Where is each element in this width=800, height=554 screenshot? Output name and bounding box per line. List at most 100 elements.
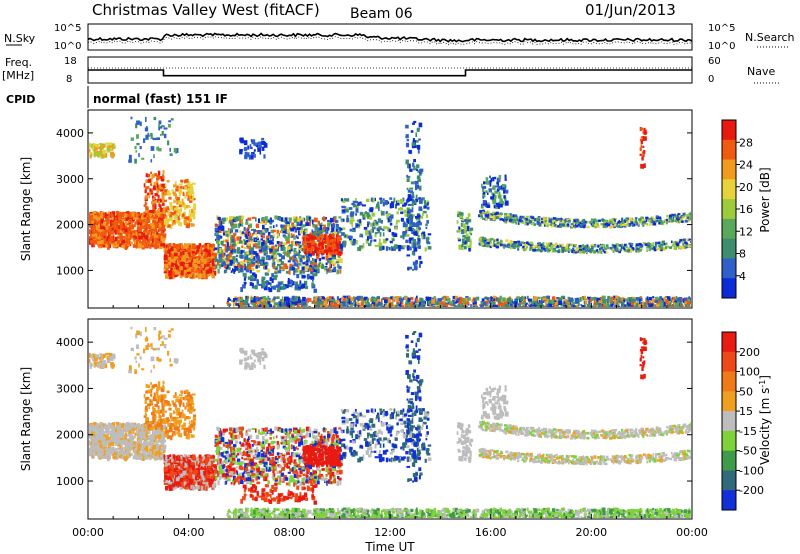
power-cell xyxy=(239,219,242,224)
power-cell xyxy=(93,215,98,220)
power-cell xyxy=(259,297,261,301)
power-cell xyxy=(336,237,340,243)
power-cell xyxy=(132,238,135,242)
power-cell xyxy=(584,300,588,305)
power-cell xyxy=(225,257,228,261)
power-cell xyxy=(689,301,691,304)
power-cell xyxy=(544,306,548,307)
power-cell xyxy=(229,256,233,261)
power-cell xyxy=(265,240,270,244)
power-cell xyxy=(297,236,299,239)
power-cell xyxy=(497,305,500,307)
power-cell xyxy=(286,221,291,226)
power-cell xyxy=(271,278,274,284)
power-cell xyxy=(480,302,485,305)
power-cell xyxy=(627,302,632,307)
power-cell xyxy=(533,300,537,303)
power-cell xyxy=(686,297,688,302)
power-cell xyxy=(407,297,411,303)
power-cell xyxy=(273,275,277,281)
power-cell xyxy=(145,195,148,200)
power-cell xyxy=(269,277,272,282)
power-cell xyxy=(264,216,268,222)
power-cell xyxy=(143,138,146,143)
power-cell xyxy=(568,305,571,307)
power-cell xyxy=(122,229,127,234)
power-cell xyxy=(243,277,247,281)
power-cell xyxy=(331,251,335,255)
power-cell xyxy=(152,240,157,244)
power-cell xyxy=(266,237,270,242)
power-cell xyxy=(419,198,423,203)
power-cell xyxy=(144,189,147,194)
power-cell xyxy=(419,297,423,303)
power-cell xyxy=(247,238,251,242)
power-cell xyxy=(178,203,182,208)
power-cell xyxy=(563,305,566,307)
power-cell xyxy=(188,255,192,260)
power-cell xyxy=(297,299,302,304)
power-cell xyxy=(188,209,191,214)
power-cell xyxy=(197,250,200,254)
power-cell xyxy=(100,144,103,147)
power-cell xyxy=(167,208,171,211)
power-cell xyxy=(182,250,185,256)
power-cell xyxy=(250,240,253,244)
power-cell xyxy=(247,296,250,299)
power-cell xyxy=(302,217,306,222)
power-cell xyxy=(92,229,95,234)
power-cell xyxy=(251,267,255,271)
power-cell xyxy=(310,271,314,275)
power-cell xyxy=(218,241,221,245)
power-cell xyxy=(402,222,407,228)
power-cell xyxy=(457,303,461,307)
power-cell xyxy=(209,257,212,261)
power-cell xyxy=(277,281,282,286)
power-cell xyxy=(381,245,385,250)
power-cell xyxy=(329,299,334,302)
power-cell xyxy=(315,248,318,253)
power-cell xyxy=(324,217,327,220)
power-cell xyxy=(596,300,600,305)
power-cell xyxy=(406,254,411,257)
power-cell xyxy=(280,217,284,222)
power-cell xyxy=(378,246,383,251)
power-cell xyxy=(273,249,275,253)
power-cell xyxy=(413,159,416,163)
power-cell xyxy=(329,263,332,268)
power-cell xyxy=(130,212,133,217)
power-cell xyxy=(102,149,106,155)
power-cell xyxy=(246,257,251,261)
power-cell xyxy=(555,306,560,307)
power-cell xyxy=(460,297,465,303)
power-cell xyxy=(395,295,400,299)
power-cell xyxy=(330,269,333,273)
power-cell xyxy=(266,282,271,285)
power-cell xyxy=(239,137,243,142)
power-cell xyxy=(485,305,489,307)
power-cell xyxy=(400,306,402,307)
power-cell xyxy=(307,257,310,262)
power-cell xyxy=(441,296,445,300)
power-cell xyxy=(406,178,410,183)
power-cell xyxy=(320,296,324,299)
power-cell xyxy=(362,242,365,248)
power-cell xyxy=(385,238,389,241)
power-cell xyxy=(247,303,250,307)
power-cell xyxy=(248,154,252,160)
power-cell xyxy=(191,271,196,275)
power-cell xyxy=(453,295,456,299)
power-cell xyxy=(339,243,343,249)
power-cell xyxy=(91,240,96,244)
power-cell xyxy=(362,300,365,305)
power-cell xyxy=(290,284,293,288)
power-cell xyxy=(121,244,124,248)
power-cell xyxy=(289,263,292,267)
power-cell xyxy=(426,206,430,210)
power-cell xyxy=(297,252,301,257)
power-cell xyxy=(356,295,361,299)
power-cell xyxy=(343,198,346,201)
power-cell xyxy=(169,201,173,206)
power-cell xyxy=(291,224,294,227)
power-cell xyxy=(190,213,194,217)
